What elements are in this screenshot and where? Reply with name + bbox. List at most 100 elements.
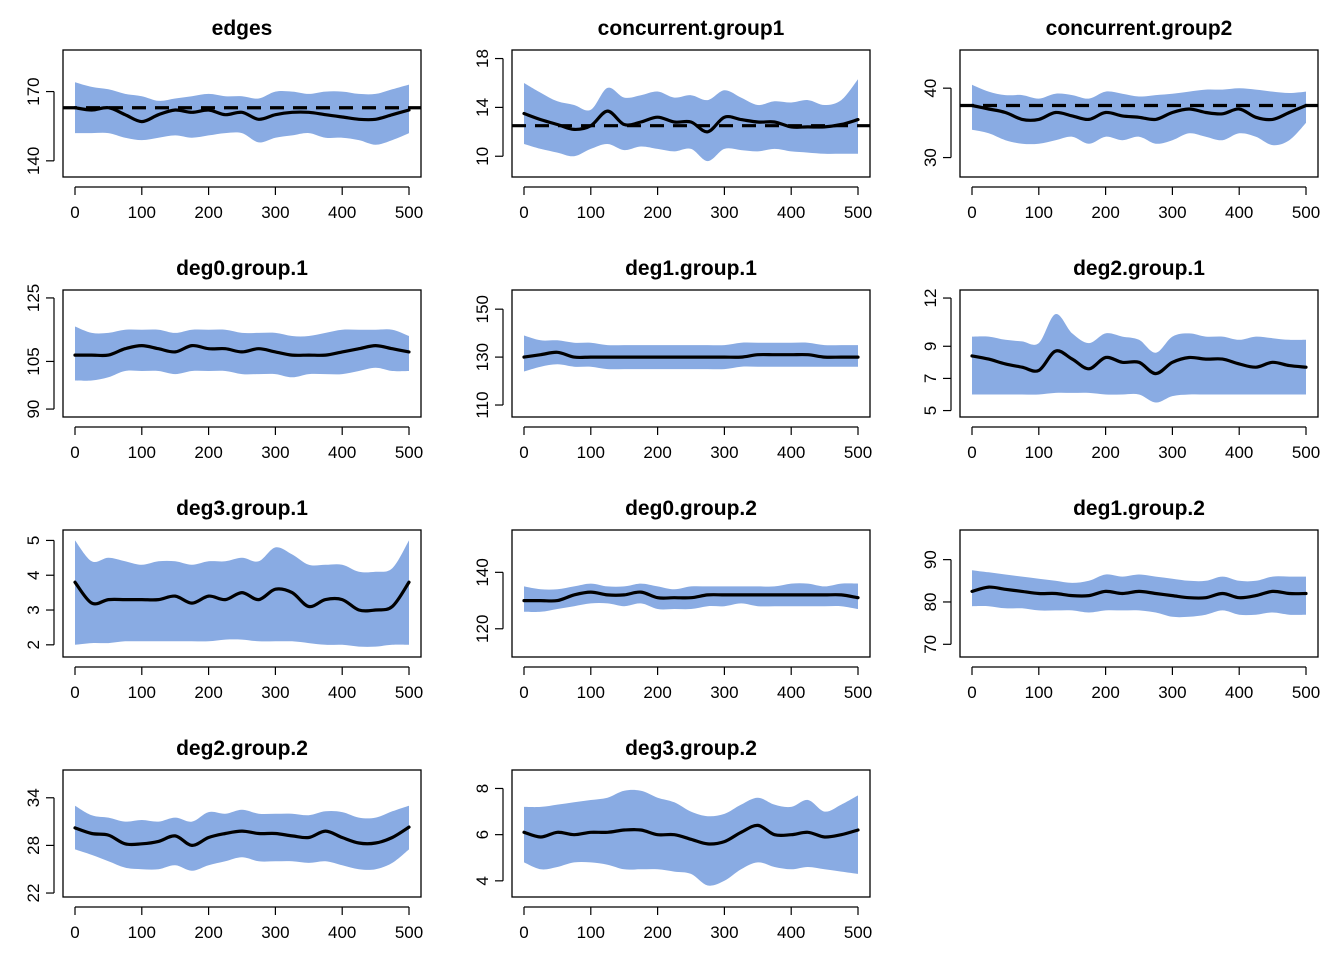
x-tick-label: 400: [328, 203, 356, 222]
x-tick-label: 100: [128, 683, 156, 702]
x-tick-label: 0: [967, 443, 976, 462]
confidence-band: [75, 326, 409, 381]
panel-title: deg2.group.2: [176, 737, 308, 760]
panel-title: deg2.group.1: [1073, 257, 1205, 280]
x-tick-label: 300: [261, 203, 289, 222]
y-tick-label: 80: [921, 593, 940, 612]
x-tick-label: 100: [128, 923, 156, 942]
panel-title: concurrent.group1: [598, 17, 785, 40]
x-tick-label: 300: [710, 443, 738, 462]
y-tick-label: 5: [921, 406, 940, 415]
x-tick-label: 500: [844, 683, 872, 702]
mean-line: [73, 825, 411, 847]
y-tick-label: 140: [473, 558, 492, 586]
x-tick-label: 0: [519, 683, 528, 702]
mean-line: [73, 580, 411, 613]
mean-line: [73, 343, 411, 358]
confidence-band: [972, 84, 1306, 146]
mean-line: [522, 823, 860, 846]
plot-frame: [62, 289, 422, 418]
x-tick-label: 0: [70, 923, 79, 942]
plot-frame: [959, 49, 1319, 178]
y-tick-label: 90: [921, 550, 940, 569]
mean-line: [970, 349, 1308, 376]
y-tick-label: 40: [921, 79, 940, 98]
y-tick-label: 70: [921, 635, 940, 654]
panel-deg0-group-1: deg0.group.1 0 100 200 300 400 500 90 105 125: [24, 257, 423, 462]
y-tick-label: 2: [24, 640, 43, 649]
panel-title: deg3.group.1: [176, 497, 308, 520]
y-tick-label: 110: [473, 391, 492, 418]
mean-line: [522, 590, 860, 603]
y-tick-label: 5: [24, 536, 43, 545]
x-tick-label: 500: [1292, 203, 1320, 222]
panel-deg1-group-1: deg1.group.1 0 100 200 300 400 500 110 130 150: [473, 257, 872, 462]
y-tick-label: 14: [473, 98, 492, 117]
plot-frame: [959, 289, 1319, 418]
x-tick-label: 400: [1225, 443, 1253, 462]
plot-frame: [62, 49, 422, 178]
y-tick-label: 18: [473, 49, 492, 68]
y-tick-label: 8: [473, 784, 492, 793]
x-tick-label: 100: [128, 443, 156, 462]
x-tick-label: 0: [967, 683, 976, 702]
x-tick-label: 500: [1292, 683, 1320, 702]
y-tick-label: 10: [473, 147, 492, 166]
panel-title: concurrent.group2: [1046, 17, 1233, 40]
plot-frame: [511, 529, 871, 658]
confidence-band: [524, 79, 858, 162]
x-tick-label: 0: [519, 923, 528, 942]
x-tick-label: 300: [710, 203, 738, 222]
panel-title: deg1.group.1: [625, 257, 757, 280]
y-tick-label: 90: [24, 400, 43, 419]
plot-frame: [511, 769, 871, 898]
x-tick-label: 300: [261, 683, 289, 702]
x-tick-label: 0: [70, 683, 79, 702]
x-tick-label: 100: [577, 203, 605, 222]
x-tick-label: 400: [1225, 203, 1253, 222]
x-tick-label: 400: [777, 683, 805, 702]
panel-edges: edges 0 100 200 300 400 500 140 170: [24, 17, 423, 222]
confidence-band: [524, 335, 858, 372]
mean-line: [970, 585, 1308, 600]
x-tick-label: 100: [577, 923, 605, 942]
x-tick-label: 200: [194, 923, 222, 942]
x-tick-label: 200: [1091, 683, 1119, 702]
x-tick-label: 400: [328, 923, 356, 942]
x-tick-label: 300: [1158, 203, 1186, 222]
y-tick-label: 34: [24, 788, 43, 807]
mean-line: [73, 105, 411, 124]
y-tick-label: 6: [473, 830, 492, 839]
y-tick-label: 130: [473, 343, 492, 371]
y-tick-label: 105: [24, 347, 43, 375]
x-tick-label: 100: [577, 443, 605, 462]
x-tick-label: 500: [1292, 443, 1320, 462]
x-tick-label: 400: [1225, 683, 1253, 702]
x-tick-label: 400: [328, 443, 356, 462]
plot-frame: [62, 529, 422, 658]
x-tick-label: 300: [261, 923, 289, 942]
mean-line: [970, 103, 1308, 122]
panel-title: deg3.group.2: [625, 737, 757, 760]
x-tick-label: 100: [577, 683, 605, 702]
x-tick-label: 200: [643, 683, 671, 702]
panel-deg0-group-2: deg0.group.2 0 100 200 300 400 500 120 140: [473, 497, 872, 702]
confidence-band: [972, 313, 1306, 403]
y-tick-label: 12: [921, 289, 940, 308]
x-tick-label: 200: [194, 683, 222, 702]
y-tick-label: 170: [24, 77, 43, 105]
panel-deg3-group-2: deg3.group.2 0 100 200 300 400 500 4 6 8: [473, 737, 872, 942]
panel-title: edges: [212, 17, 273, 40]
x-tick-label: 200: [194, 443, 222, 462]
x-tick-label: 300: [710, 683, 738, 702]
y-tick-label: 30: [921, 148, 940, 167]
x-tick-label: 0: [70, 443, 79, 462]
x-tick-label: 400: [328, 683, 356, 702]
panel-title: deg0.group.2: [625, 497, 757, 520]
x-tick-label: 200: [194, 203, 222, 222]
x-tick-label: 200: [1091, 443, 1119, 462]
x-tick-label: 300: [261, 443, 289, 462]
x-tick-label: 100: [1025, 683, 1053, 702]
x-tick-label: 0: [519, 203, 528, 222]
x-tick-label: 200: [643, 443, 671, 462]
